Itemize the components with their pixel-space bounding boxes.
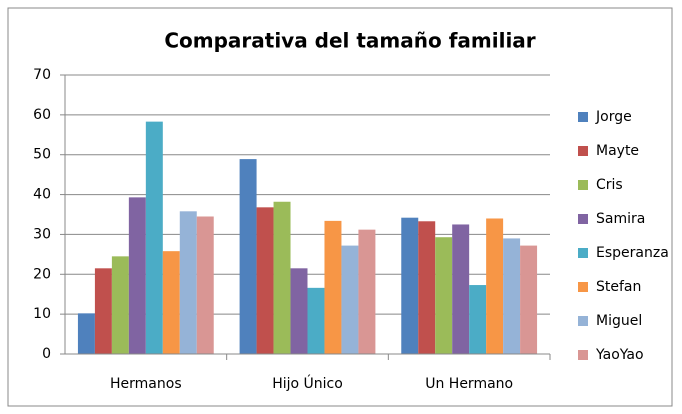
bar <box>469 285 487 354</box>
y-tick-label: 0 <box>42 346 51 362</box>
bar <box>418 221 436 354</box>
legend-swatch <box>578 180 588 190</box>
legend-label: Samira <box>596 211 645 227</box>
bar <box>77 313 95 354</box>
bar <box>145 121 163 354</box>
bar <box>486 218 504 354</box>
bar <box>179 211 197 354</box>
legend-label: Cris <box>596 177 623 193</box>
bar <box>239 159 257 354</box>
y-tick-label: 20 <box>33 266 51 282</box>
x-tick-label: Un Hermano <box>425 376 513 392</box>
chart-title: Comparativa del tamaño familiar <box>164 29 535 53</box>
legend-label: Mayte <box>596 143 639 159</box>
bar <box>111 256 129 354</box>
legend-swatch <box>578 112 588 122</box>
y-tick-label: 70 <box>33 67 51 83</box>
bar <box>358 229 376 354</box>
y-tick-label: 60 <box>33 107 51 123</box>
legend-label: Stefan <box>596 279 641 295</box>
bar <box>128 197 146 354</box>
y-tick-label: 40 <box>33 187 51 203</box>
legend-swatch <box>578 248 588 258</box>
bar <box>162 251 180 354</box>
y-tick-label: 10 <box>33 306 51 322</box>
bar <box>290 268 308 354</box>
legend-swatch <box>578 282 588 292</box>
bar <box>256 207 274 354</box>
legend-label: YaoYao <box>595 347 644 363</box>
bar <box>520 245 538 354</box>
bar <box>401 217 419 354</box>
bar <box>452 224 470 354</box>
bar <box>307 287 325 354</box>
legend-swatch <box>578 146 588 156</box>
legend-label: Miguel <box>596 313 642 329</box>
bar <box>324 220 342 354</box>
bar <box>94 268 112 354</box>
x-tick-label: Hermanos <box>110 376 182 392</box>
bar <box>435 237 453 354</box>
legend-label: Esperanza <box>596 245 669 261</box>
bar <box>341 245 359 354</box>
x-tick-label: Hijo Único <box>272 374 343 392</box>
y-tick-label: 50 <box>33 147 51 163</box>
y-tick-label: 30 <box>33 226 51 242</box>
legend-label: Jorge <box>595 109 632 125</box>
legend-swatch <box>578 214 588 224</box>
legend-swatch <box>578 316 588 326</box>
legend-swatch <box>578 350 588 360</box>
bar <box>503 238 521 354</box>
bar <box>273 201 291 354</box>
bar <box>196 216 214 354</box>
